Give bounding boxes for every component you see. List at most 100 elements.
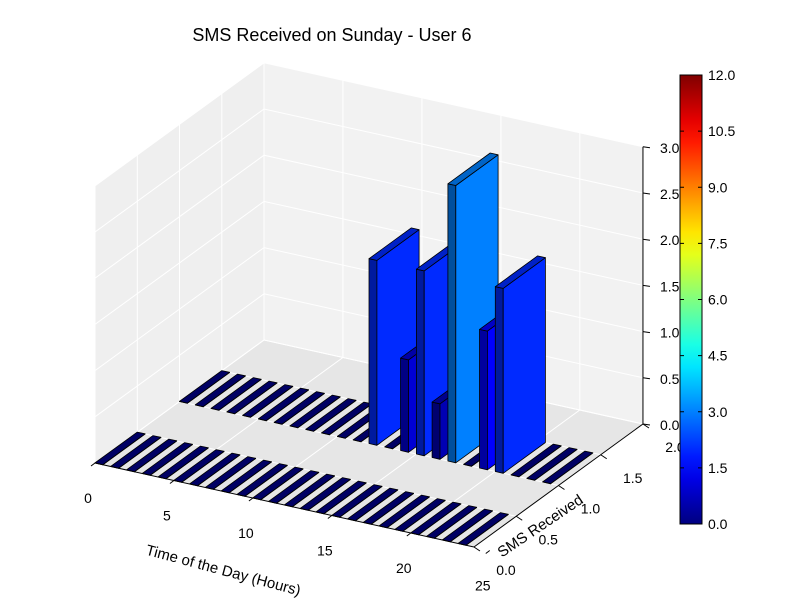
z-tick-mark <box>642 423 651 426</box>
bar <box>268 470 320 504</box>
grid-line-z <box>94 154 644 279</box>
grid-line-z <box>94 200 644 325</box>
tick-labels: 05101520250.00.51.01.52.00.00.51.01.52.0… <box>84 140 685 594</box>
bar <box>494 255 546 474</box>
bar-top-face <box>284 473 336 508</box>
bar <box>394 498 446 532</box>
bar-top-face <box>141 442 193 476</box>
bar-top-face <box>210 377 262 411</box>
y-tick-label: 0.0 <box>496 562 516 578</box>
bar-top-face <box>220 459 272 494</box>
bar <box>94 431 146 466</box>
bar <box>510 443 562 478</box>
grid-line-z <box>94 108 644 233</box>
bar <box>242 384 294 418</box>
z-tick-label: 0.0 <box>660 417 680 433</box>
bar <box>126 438 178 473</box>
bar <box>194 373 246 408</box>
colorbar-tick-label: 0.0 <box>708 516 728 532</box>
bar-top-face <box>242 384 294 418</box>
bar <box>205 456 257 490</box>
bar-top-face <box>378 494 430 528</box>
bar-top-face <box>236 463 288 497</box>
colorbar-tick-label: 4.5 <box>708 348 728 364</box>
bar <box>252 466 304 501</box>
x-tick-label: 15 <box>317 543 333 559</box>
z-tick-label: 1.5 <box>660 278 680 294</box>
bar-top-face <box>189 452 241 487</box>
bar <box>189 452 241 487</box>
bar <box>257 387 310 422</box>
z-tick-mark <box>642 192 651 195</box>
x-tick-mark <box>485 550 491 554</box>
z-tick-label: 2.5 <box>660 186 680 202</box>
z-tick-label: 0.5 <box>660 371 680 387</box>
bar-top-face <box>252 466 304 501</box>
colorbar: 0.0 1.5 3.0 4.5 6.0 7.5 9.0 10.5 12.0 <box>679 67 735 532</box>
z-tick-mark <box>642 284 651 287</box>
y-tick-mark <box>515 515 523 521</box>
bar <box>284 473 336 508</box>
bar-front-face <box>447 183 457 464</box>
bar-top-face <box>179 370 231 404</box>
bar-top-face <box>347 487 399 521</box>
bar <box>236 463 288 497</box>
y-tick-mark <box>473 546 481 552</box>
z-tick-mark <box>642 238 651 241</box>
x-tick-mark <box>327 515 333 519</box>
z-tick-mark <box>642 146 651 149</box>
bar-top-face <box>368 227 420 261</box>
z-tick-mark <box>642 377 651 380</box>
bar-top-face <box>205 456 257 490</box>
colorbar-tick-label: 10.5 <box>708 123 735 139</box>
x-tick-label: 0 <box>84 490 92 506</box>
colorbar-tick-label: 6.0 <box>708 292 728 308</box>
x-tick-label: 25 <box>475 578 491 594</box>
x-tick-label: 10 <box>238 525 254 541</box>
z-tick-mark <box>642 331 651 334</box>
bar <box>347 487 399 522</box>
bar <box>141 442 193 476</box>
bar <box>315 480 367 515</box>
grid-line-z <box>94 62 644 187</box>
bar <box>542 450 594 485</box>
bar <box>441 508 493 543</box>
chart-title: SMS Received on Sunday - User 6 <box>192 25 471 45</box>
y-tick-label: 1.0 <box>581 501 601 517</box>
bar-top-face <box>268 470 320 504</box>
bar <box>331 484 383 518</box>
bar-top-face <box>126 438 178 473</box>
bar-front-face <box>400 357 409 453</box>
bar-top-face <box>331 484 383 518</box>
bar-front-face <box>431 401 441 460</box>
x-tick-mark <box>406 532 412 537</box>
bar-top-face <box>441 508 493 542</box>
bar-top-face <box>94 431 146 466</box>
bar-top-face <box>394 498 446 532</box>
bar <box>273 391 325 425</box>
x-tick-label: 20 <box>396 560 412 576</box>
x-axis-label: Time of the Day (Hours) <box>144 542 302 600</box>
colorbar-tick-label: 9.0 <box>708 179 728 195</box>
x-tick-mark <box>169 480 175 484</box>
bar <box>410 501 462 536</box>
bar-top-face <box>510 443 562 478</box>
bar-top-face <box>299 477 351 511</box>
bar <box>289 394 341 429</box>
colorbar-tick-label: 3.0 <box>708 404 728 420</box>
bar-top-face <box>542 450 594 485</box>
bar-top-face <box>226 380 278 415</box>
bar-top-face <box>447 152 499 186</box>
bar-top-face <box>315 480 367 514</box>
z-tick-label: 3.0 <box>660 140 680 156</box>
z-tick-label: 2.0 <box>660 232 680 248</box>
bar-front-face <box>479 328 488 471</box>
bar-top-face <box>526 447 578 481</box>
bar <box>305 398 357 432</box>
bar-top-face <box>194 373 246 408</box>
bar-top-face <box>157 445 209 480</box>
bar-top-face <box>494 255 546 289</box>
bar-top-face <box>289 394 341 429</box>
bar <box>179 370 231 404</box>
y-tick-label: 0.5 <box>538 531 558 547</box>
